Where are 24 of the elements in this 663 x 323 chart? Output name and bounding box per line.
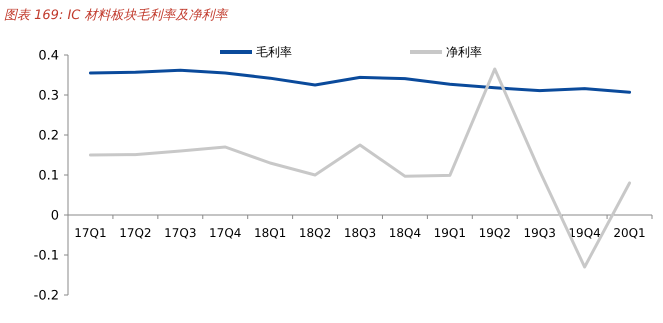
x-tick-label: 18Q1 <box>254 226 286 240</box>
x-tick-label: 17Q3 <box>164 226 196 240</box>
x-tick-label: 18Q2 <box>298 226 332 240</box>
x-tick-label: 18Q4 <box>388 226 422 240</box>
x-tick-label: 18Q3 <box>344 226 376 240</box>
x-tick-label: 19Q3 <box>524 226 556 240</box>
legend-label: 净利率 <box>446 45 482 60</box>
y-tick-label: 0.3 <box>38 88 59 104</box>
y-tick-label: 0.2 <box>38 128 59 144</box>
line-series <box>88 68 632 94</box>
x-tick-label: 17Q2 <box>119 226 152 240</box>
y-tick-label: -0.2 <box>34 288 59 304</box>
x-tick-label: 17Q4 <box>209 226 242 240</box>
y-tick-label: 0.4 <box>38 48 59 64</box>
x-tick-label: 17Q1 <box>74 226 107 240</box>
y-tick-label: -0.1 <box>34 248 59 264</box>
x-tick-label: 20Q1 <box>613 226 646 240</box>
x-tick-label: 19Q1 <box>434 226 466 240</box>
chart-title: 图表 169: IC 材料板块毛利率及净利率 <box>4 7 230 23</box>
y-tick-label: 0 <box>50 208 59 224</box>
x-tick-label: 19Q2 <box>478 226 511 240</box>
y-tick-label: 0.1 <box>38 168 59 184</box>
x-tick-label: 19Q4 <box>568 226 601 240</box>
legend-label: 毛利率 <box>256 45 292 60</box>
